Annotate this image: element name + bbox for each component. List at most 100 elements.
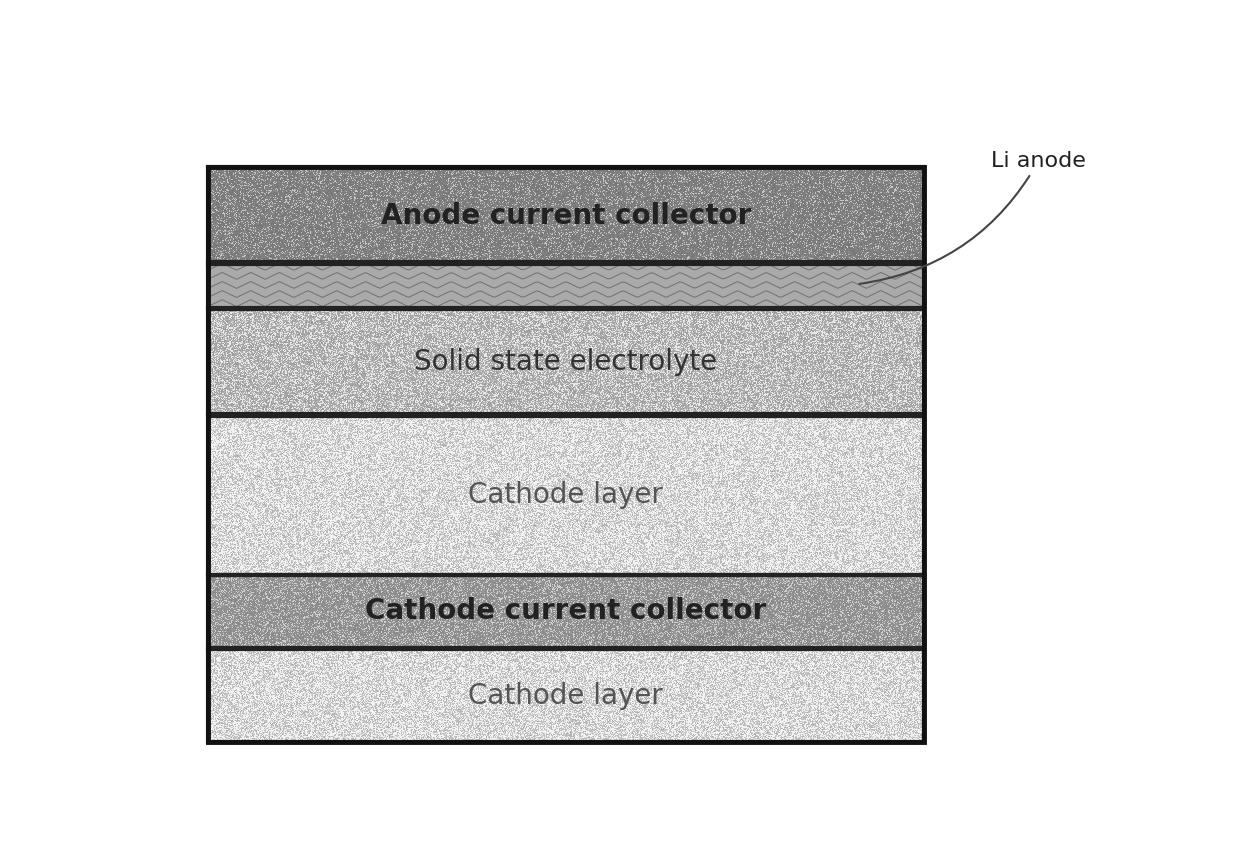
Point <box>600 628 620 642</box>
Point <box>729 466 749 479</box>
Point <box>396 599 415 613</box>
Point <box>807 721 827 735</box>
Point <box>854 672 874 686</box>
Point <box>825 235 844 249</box>
Point <box>634 319 653 333</box>
Point <box>836 719 856 733</box>
Point <box>548 207 568 221</box>
Point <box>476 354 496 368</box>
Point <box>223 199 243 212</box>
Point <box>340 243 360 257</box>
Point <box>264 215 284 229</box>
Point <box>574 377 594 391</box>
Point <box>604 732 624 746</box>
Point <box>769 581 789 595</box>
Point <box>843 212 863 226</box>
Point <box>255 675 275 688</box>
Point <box>852 722 872 736</box>
Point <box>479 692 498 706</box>
Point <box>843 333 863 347</box>
Point <box>591 173 611 186</box>
Point <box>859 192 879 206</box>
Point <box>704 250 724 264</box>
Point <box>676 183 696 197</box>
Point <box>451 185 471 199</box>
Point <box>770 457 790 471</box>
Point <box>632 391 652 405</box>
Point <box>719 217 739 231</box>
Point <box>668 199 688 212</box>
Point <box>800 368 820 382</box>
Point <box>553 197 573 211</box>
Point <box>770 256 790 270</box>
Point <box>459 200 479 214</box>
Point <box>574 518 594 532</box>
Point <box>763 570 782 584</box>
Point <box>822 305 842 319</box>
Point <box>386 254 405 268</box>
Point <box>745 499 765 513</box>
Point <box>513 628 533 642</box>
Point <box>909 732 929 746</box>
Point <box>853 210 873 224</box>
Point <box>439 251 459 264</box>
Point <box>621 338 641 352</box>
Point <box>236 490 255 504</box>
Point <box>350 162 370 176</box>
Point <box>383 616 403 629</box>
Point <box>237 414 257 428</box>
Point <box>650 720 670 734</box>
Point <box>460 181 480 195</box>
Point <box>844 390 864 404</box>
Point <box>433 233 453 247</box>
Point <box>563 619 583 633</box>
Point <box>817 205 837 218</box>
Point <box>878 214 898 228</box>
Point <box>339 546 358 560</box>
Point <box>242 716 262 730</box>
Point <box>723 392 743 406</box>
Point <box>320 499 340 512</box>
Point <box>570 629 590 643</box>
Point <box>324 599 343 613</box>
Point <box>629 727 649 740</box>
Point <box>206 601 226 615</box>
Point <box>748 584 768 598</box>
Point <box>401 604 420 618</box>
Point <box>513 253 533 267</box>
Point <box>701 644 720 658</box>
Point <box>218 303 238 317</box>
Point <box>515 465 534 479</box>
Point <box>682 434 702 447</box>
Point <box>543 180 563 194</box>
Point <box>407 375 427 388</box>
Point <box>451 197 471 211</box>
Point <box>875 512 895 525</box>
Point <box>867 231 887 245</box>
Point <box>603 180 622 194</box>
Point <box>320 690 340 704</box>
Point <box>841 228 861 242</box>
Point <box>443 411 463 425</box>
Point <box>666 323 686 336</box>
Point <box>748 624 768 638</box>
Point <box>346 235 366 249</box>
Point <box>673 176 693 190</box>
Point <box>564 240 584 254</box>
Point <box>217 618 237 632</box>
Point <box>779 248 799 262</box>
Point <box>263 594 283 608</box>
Point <box>704 512 724 525</box>
Point <box>567 394 587 407</box>
Point <box>547 345 567 359</box>
Point <box>206 214 226 228</box>
Point <box>579 348 599 362</box>
Point <box>753 363 773 377</box>
Point <box>911 401 931 415</box>
Point <box>558 733 578 747</box>
Point <box>368 237 388 251</box>
Point <box>910 583 930 596</box>
Point <box>553 165 573 179</box>
Point <box>362 245 382 259</box>
Point <box>299 721 319 735</box>
